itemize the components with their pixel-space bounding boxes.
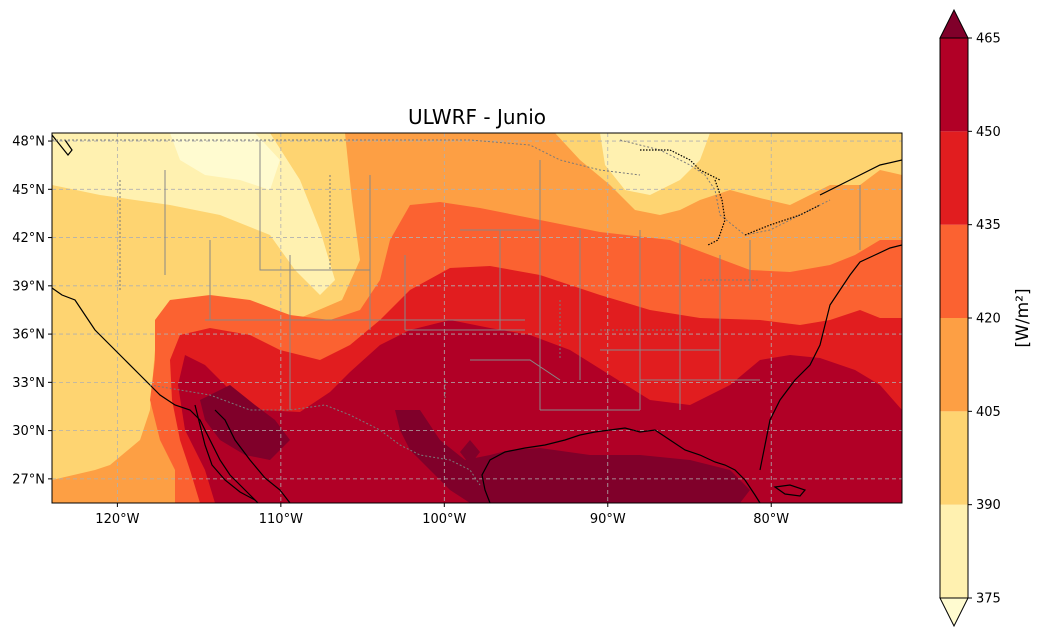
coastline-atlantic — [759, 244, 902, 471]
band-465-480-baja — [200, 385, 290, 460]
y-tick-label: 33°N — [12, 376, 45, 391]
coastline-pacific — [52, 287, 259, 503]
x-tick-label: 100°W — [422, 512, 466, 527]
band-465-480-texas — [460, 440, 480, 465]
colorbar-label: [W/m²] — [1013, 288, 1033, 347]
x-tick-label: 80°W — [753, 512, 789, 527]
colorbar-band — [940, 411, 968, 505]
coastline-cuba — [773, 484, 807, 497]
gridlines — [52, 133, 902, 503]
y-tick-label: 39°N — [12, 279, 45, 294]
y-tick-label: 45°N — [12, 183, 45, 198]
state-lines-dotted — [119, 175, 760, 400]
x-tick-label: 110°W — [259, 512, 303, 527]
colorbar-extend-min — [939, 597, 969, 628]
colorbar-bands — [940, 38, 968, 598]
state-lines — [164, 140, 861, 411]
colorbar-ticks: 375 390 405 420 435 450 465 — [968, 32, 1001, 607]
band-465-480-gulf — [395, 410, 750, 503]
political-borders — [52, 139, 861, 486]
lake-michigan — [707, 179, 726, 246]
colorbar-tick-label: 465 — [976, 32, 1001, 47]
border-us-canada — [52, 139, 641, 176]
x-tick-label: 120°W — [95, 512, 139, 527]
colorbar-tick-label: 390 — [976, 498, 1001, 513]
contour-fills — [52, 133, 902, 503]
colorbar-tick-label: 420 — [976, 312, 1001, 327]
colorbar-tick-label: 405 — [976, 405, 1001, 420]
lake-superior — [640, 149, 721, 181]
y-tick-label: 36°N — [12, 328, 45, 343]
border-great-lakes — [619, 139, 831, 236]
x-axis: 120°W 110°W 100°W 90°W 80°W — [95, 503, 789, 527]
x-tick-label: 90°W — [590, 512, 626, 527]
map-frame — [51, 132, 903, 504]
colorbar-tick-label: 375 — [976, 592, 1001, 607]
colorbar-band — [940, 318, 968, 412]
border-us-mexico — [149, 384, 481, 486]
lake-erie — [744, 204, 821, 236]
coastline-baja — [194, 404, 256, 501]
band-360-375 — [170, 133, 280, 190]
colorbar-extend-max — [939, 8, 969, 39]
y-tick-label: 30°N — [12, 424, 45, 439]
coastline-gulf — [481, 427, 761, 503]
map-panel — [52, 133, 902, 503]
y-tick-label: 48°N — [12, 135, 45, 150]
band-450-465 — [178, 320, 902, 503]
coastlines — [52, 134, 902, 503]
coastline-sonora — [214, 409, 291, 503]
y-tick-label: 42°N — [12, 231, 45, 246]
coastline-vancouver — [52, 134, 73, 156]
great-lakes — [640, 149, 821, 246]
band-375-390-northeast — [600, 133, 710, 195]
coastline-canada-bay — [819, 159, 902, 196]
colorbar-band — [940, 38, 968, 132]
y-axis: 48°N 45°N 42°N 39°N 36°N 33°N 30°N 27°N — [12, 135, 52, 487]
colorbar-band — [940, 504, 968, 598]
map-title: ULWRF - Junio — [408, 105, 546, 129]
colorbar-band — [940, 224, 968, 318]
colorbar-tick-label: 435 — [976, 218, 1001, 233]
colorbar-tick-label: 450 — [976, 125, 1001, 140]
colorbar: 375 390 405 420 435 450 465 [W/m²] — [939, 8, 1033, 628]
y-tick-label: 27°N — [12, 472, 45, 487]
colorbar-band — [940, 131, 968, 225]
